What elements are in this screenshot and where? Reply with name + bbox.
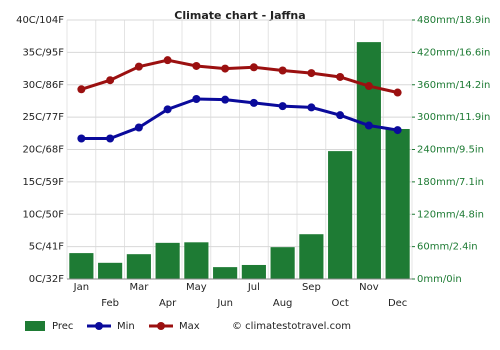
- legend-label: Min: [117, 321, 135, 332]
- point: [364, 121, 373, 130]
- point: [393, 126, 402, 135]
- point: [364, 82, 373, 91]
- line: [80, 58, 398, 94]
- y2-tick-label: 60mm/2.4in: [417, 242, 478, 253]
- point: [221, 95, 230, 104]
- point: [192, 94, 201, 103]
- point: [134, 62, 143, 71]
- point: [163, 56, 172, 65]
- x-tick-label: Jul: [247, 282, 260, 293]
- legend-label: Max: [179, 321, 200, 332]
- y-tick-label: 5C/41F: [29, 242, 64, 253]
- legend-swatch: [25, 321, 45, 331]
- point: [192, 61, 201, 70]
- y-tick-label: 25C/77F: [22, 112, 64, 123]
- x-tick-label: Jun: [216, 298, 233, 309]
- point: [221, 64, 230, 73]
- y-tick-label: 35C/95F: [22, 47, 64, 58]
- point: [278, 66, 287, 75]
- y-tick-label: 0C/32F: [29, 274, 64, 285]
- bar: [184, 242, 209, 279]
- legend-label: Prec: [52, 321, 73, 332]
- x-tick-label: Oct: [331, 298, 348, 309]
- x-tick-label: Dec: [388, 298, 407, 309]
- y-tick-label: 10C/50F: [22, 209, 64, 220]
- point: [278, 102, 287, 111]
- bar: [213, 267, 238, 279]
- bar: [328, 151, 353, 279]
- point: [307, 69, 316, 78]
- point: [134, 123, 143, 132]
- y2-tick-label: 120mm/4.8in: [417, 209, 484, 220]
- bar: [299, 234, 324, 279]
- point: [163, 105, 172, 114]
- bar: [98, 262, 123, 279]
- y2-tick-label: 420mm/16.6in: [417, 47, 490, 58]
- y2-tick-label: 240mm/9.5in: [417, 145, 484, 156]
- bar: [241, 264, 266, 279]
- y2-tick-label: 0mm/0in: [417, 274, 462, 285]
- y-tick-label: 15C/59F: [22, 177, 64, 188]
- bar: [155, 242, 180, 279]
- point: [106, 76, 115, 85]
- x-tick-label: Mar: [129, 282, 149, 293]
- point: [336, 72, 345, 81]
- point: [393, 88, 402, 97]
- chart-title: Climate chart - Jaffna: [174, 9, 305, 22]
- point: [77, 134, 86, 143]
- point: [336, 111, 345, 120]
- bar: [69, 253, 94, 279]
- x-tick-label: Feb: [101, 298, 119, 309]
- point: [249, 63, 258, 72]
- y2-tick-label: 480mm/18.9in: [417, 15, 490, 26]
- bar: [270, 247, 295, 279]
- line: [81, 97, 398, 140]
- point: [77, 85, 86, 94]
- point: [249, 98, 258, 107]
- y-tick-label: 30C/86F: [22, 80, 64, 91]
- legend-dot: [157, 322, 165, 330]
- y-tick-label: 20C/68F: [22, 145, 64, 156]
- x-tick-label: Apr: [159, 298, 177, 309]
- credit: © climatestotravel.com: [232, 321, 351, 332]
- x-tick-label: Jan: [73, 282, 89, 293]
- bar: [126, 254, 151, 279]
- legend-dot: [95, 322, 103, 330]
- bar: [356, 42, 381, 279]
- y2-tick-label: 360mm/14.2in: [417, 80, 490, 91]
- x-tick-label: Nov: [359, 282, 379, 293]
- y2-tick-label: 180mm/7.1in: [417, 177, 484, 188]
- y-tick-label: 40C/104F: [16, 15, 64, 26]
- bar: [385, 128, 410, 279]
- point: [106, 134, 115, 143]
- point: [307, 103, 316, 112]
- x-tick-label: Aug: [273, 298, 293, 309]
- y2-tick-label: 300mm/11.9in: [417, 112, 490, 123]
- x-tick-label: May: [186, 282, 207, 293]
- x-tick-label: Sep: [302, 282, 321, 293]
